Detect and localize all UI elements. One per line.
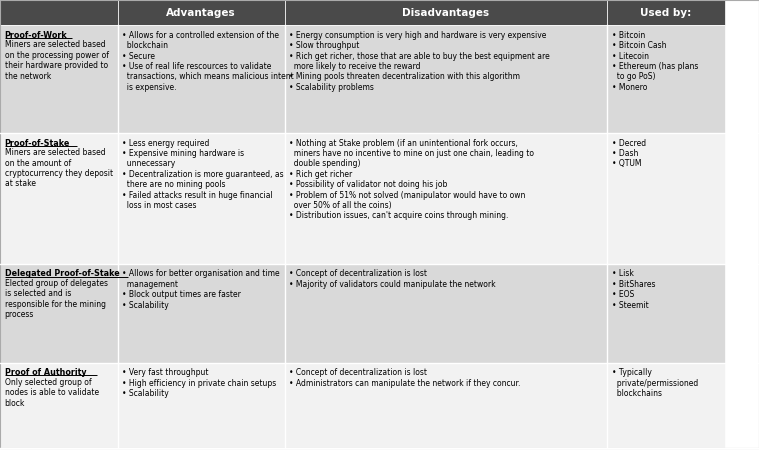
Text: • Less energy required
• Expensive mining hardware is
  unnecessary
• Decentrali: • Less energy required • Expensive minin… (122, 139, 284, 210)
Bar (118, 264, 285, 363)
Text: • Concept of decentralization is lost
• Majority of validators could manipulate : • Concept of decentralization is lost • … (289, 269, 496, 289)
Bar (607, 133, 725, 264)
Bar (0, 133, 118, 264)
Bar (0, 363, 118, 448)
Text: Delegated Proof-of-Stake: Delegated Proof-of-Stake (5, 269, 119, 279)
Bar (285, 133, 607, 264)
Text: • Allows for better organisation and time
  management
• Block output times are : • Allows for better organisation and tim… (122, 269, 280, 310)
Bar (285, 363, 607, 448)
Text: Used by:: Used by: (641, 8, 691, 17)
Bar (285, 264, 607, 363)
Text: Elected group of delegates
is selected and is
responsible for the mining
process: Elected group of delegates is selected a… (5, 279, 108, 319)
Bar (118, 0, 285, 25)
Text: Proof of Authority: Proof of Authority (5, 368, 87, 377)
Text: Disadvantages: Disadvantages (402, 8, 490, 17)
Text: Proof-of-Stake: Proof-of-Stake (5, 139, 70, 148)
Text: Miners are selected based
on the amount of
cryptocurrency they deposit
at stake: Miners are selected based on the amount … (5, 148, 112, 189)
Bar (607, 363, 725, 448)
Text: • Concept of decentralization is lost
• Administrators can manipulate the networ: • Concept of decentralization is lost • … (289, 368, 521, 387)
Text: • Energy consumption is very high and hardware is very expensive
• Slow throughp: • Energy consumption is very high and ha… (289, 31, 550, 92)
Text: • Nothing at Stake problem (if an unintentional fork occurs,
  miners have no in: • Nothing at Stake problem (if an uninte… (289, 139, 534, 220)
Text: Miners are selected based
on the processing power of
their hardware provided to
: Miners are selected based on the process… (5, 40, 109, 81)
Bar (0, 25, 118, 133)
Bar (607, 25, 725, 133)
Text: Advantages: Advantages (166, 8, 236, 17)
Bar (118, 133, 285, 264)
Text: • Bitcoin
• Bitcoin Cash
• Litecoin
• Ethereum (has plans
  to go PoS)
• Monero: • Bitcoin • Bitcoin Cash • Litecoin • Et… (612, 31, 698, 92)
Bar (285, 25, 607, 133)
Text: • Decred
• Dash
• QTUM: • Decred • Dash • QTUM (612, 139, 646, 168)
Bar (607, 264, 725, 363)
Text: Proof-of-Work: Proof-of-Work (5, 31, 68, 40)
Text: • Typically
  private/permissioned
  blockchains: • Typically private/permissioned blockch… (612, 368, 698, 398)
Text: • Lisk
• BitShares
• EOS
• Steemit: • Lisk • BitShares • EOS • Steemit (612, 269, 655, 310)
Bar (0, 0, 118, 25)
Text: • Allows for a controlled extension of the
  blockchain
• Secure
• Use of real l: • Allows for a controlled extension of t… (122, 31, 294, 92)
Text: • Very fast throughput
• High efficiency in private chain setups
• Scalability: • Very fast throughput • High efficiency… (122, 368, 276, 398)
Bar (118, 25, 285, 133)
Bar (118, 363, 285, 448)
Bar (285, 0, 607, 25)
Bar (607, 0, 725, 25)
Text: Only selected group of
nodes is able to validate
block: Only selected group of nodes is able to … (5, 378, 99, 408)
Bar (0, 264, 118, 363)
